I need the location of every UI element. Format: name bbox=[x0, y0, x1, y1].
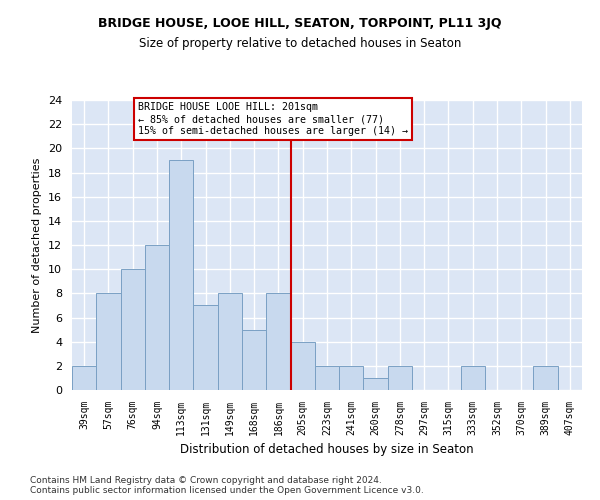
Bar bbox=[266, 294, 290, 390]
Text: Contains HM Land Registry data © Crown copyright and database right 2024.
Contai: Contains HM Land Registry data © Crown c… bbox=[30, 476, 424, 495]
Bar bbox=[290, 342, 315, 390]
Bar bbox=[364, 378, 388, 390]
Text: BRIDGE HOUSE, LOOE HILL, SEATON, TORPOINT, PL11 3JQ: BRIDGE HOUSE, LOOE HILL, SEATON, TORPOIN… bbox=[98, 18, 502, 30]
Bar bbox=[461, 366, 485, 390]
Y-axis label: Number of detached properties: Number of detached properties bbox=[32, 158, 43, 332]
Bar bbox=[193, 306, 218, 390]
Bar bbox=[533, 366, 558, 390]
Bar bbox=[169, 160, 193, 390]
Bar bbox=[121, 269, 145, 390]
Bar bbox=[218, 294, 242, 390]
Bar bbox=[145, 245, 169, 390]
Bar bbox=[96, 294, 121, 390]
Text: BRIDGE HOUSE LOOE HILL: 201sqm
← 85% of detached houses are smaller (77)
15% of : BRIDGE HOUSE LOOE HILL: 201sqm ← 85% of … bbox=[137, 102, 407, 136]
Bar bbox=[242, 330, 266, 390]
Text: Size of property relative to detached houses in Seaton: Size of property relative to detached ho… bbox=[139, 38, 461, 51]
X-axis label: Distribution of detached houses by size in Seaton: Distribution of detached houses by size … bbox=[180, 444, 474, 456]
Bar bbox=[339, 366, 364, 390]
Bar bbox=[72, 366, 96, 390]
Bar bbox=[388, 366, 412, 390]
Bar bbox=[315, 366, 339, 390]
